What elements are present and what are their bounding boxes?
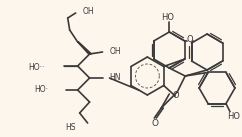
Text: O: O <box>172 92 179 101</box>
Text: OH: OH <box>110 46 121 55</box>
Text: HO: HO <box>227 112 241 121</box>
Polygon shape <box>78 42 91 54</box>
Text: HN: HN <box>110 73 121 82</box>
Text: O: O <box>187 35 193 45</box>
Text: OH: OH <box>83 8 94 16</box>
Text: HS: HS <box>65 123 76 132</box>
Text: HO: HO <box>161 12 174 22</box>
Text: HO·: HO· <box>34 85 48 95</box>
Text: O: O <box>152 119 159 128</box>
Text: HO··: HO·· <box>28 62 44 72</box>
